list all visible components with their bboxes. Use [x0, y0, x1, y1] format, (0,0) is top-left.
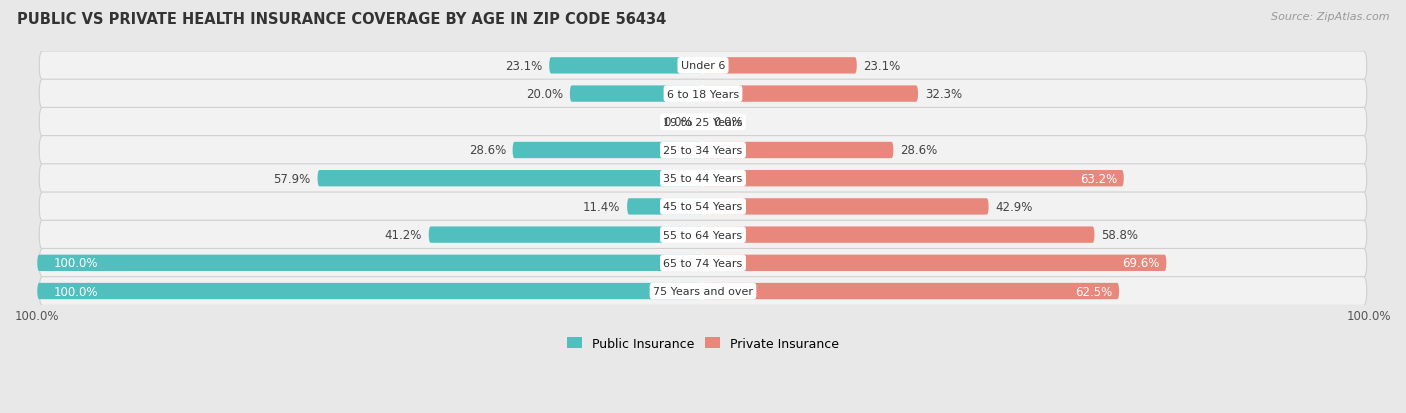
FancyBboxPatch shape: [39, 136, 1367, 165]
Text: 57.9%: 57.9%: [274, 172, 311, 185]
FancyBboxPatch shape: [37, 255, 703, 271]
Text: 35 to 44 Years: 35 to 44 Years: [664, 174, 742, 184]
FancyBboxPatch shape: [703, 283, 1119, 299]
FancyBboxPatch shape: [39, 164, 1367, 193]
Text: 0.0%: 0.0%: [713, 116, 742, 129]
Text: 45 to 54 Years: 45 to 54 Years: [664, 202, 742, 212]
Text: Under 6: Under 6: [681, 61, 725, 71]
Text: 62.5%: 62.5%: [1076, 285, 1112, 298]
Text: 23.1%: 23.1%: [505, 60, 543, 73]
Text: 100.0%: 100.0%: [53, 285, 98, 298]
FancyBboxPatch shape: [703, 142, 893, 159]
FancyBboxPatch shape: [39, 108, 1367, 137]
Text: 25 to 34 Years: 25 to 34 Years: [664, 146, 742, 156]
FancyBboxPatch shape: [39, 52, 1367, 81]
FancyBboxPatch shape: [513, 142, 703, 159]
FancyBboxPatch shape: [429, 227, 703, 243]
Text: 65 to 74 Years: 65 to 74 Years: [664, 258, 742, 268]
Text: PUBLIC VS PRIVATE HEALTH INSURANCE COVERAGE BY AGE IN ZIP CODE 56434: PUBLIC VS PRIVATE HEALTH INSURANCE COVER…: [17, 12, 666, 27]
FancyBboxPatch shape: [703, 171, 1123, 187]
FancyBboxPatch shape: [39, 221, 1367, 249]
Text: 63.2%: 63.2%: [1080, 172, 1118, 185]
FancyBboxPatch shape: [627, 199, 703, 215]
Text: Source: ZipAtlas.com: Source: ZipAtlas.com: [1271, 12, 1389, 22]
FancyBboxPatch shape: [703, 86, 918, 102]
Text: 32.3%: 32.3%: [925, 88, 962, 101]
FancyBboxPatch shape: [318, 171, 703, 187]
Text: 0.0%: 0.0%: [664, 116, 693, 129]
Text: 75 Years and over: 75 Years and over: [652, 286, 754, 296]
FancyBboxPatch shape: [550, 58, 703, 74]
Text: 6 to 18 Years: 6 to 18 Years: [666, 89, 740, 100]
FancyBboxPatch shape: [703, 199, 988, 215]
Text: 19 to 25 Years: 19 to 25 Years: [664, 117, 742, 128]
FancyBboxPatch shape: [39, 80, 1367, 109]
FancyBboxPatch shape: [703, 58, 856, 74]
FancyBboxPatch shape: [37, 283, 703, 299]
FancyBboxPatch shape: [703, 255, 1167, 271]
FancyBboxPatch shape: [39, 277, 1367, 306]
Text: 55 to 64 Years: 55 to 64 Years: [664, 230, 742, 240]
Text: 23.1%: 23.1%: [863, 60, 901, 73]
Text: 69.6%: 69.6%: [1122, 257, 1160, 270]
Text: 100.0%: 100.0%: [53, 257, 98, 270]
Legend: Public Insurance, Private Insurance: Public Insurance, Private Insurance: [562, 332, 844, 355]
Text: 28.6%: 28.6%: [468, 144, 506, 157]
FancyBboxPatch shape: [569, 86, 703, 102]
Text: 28.6%: 28.6%: [900, 144, 938, 157]
Text: 42.9%: 42.9%: [995, 200, 1032, 214]
Text: 20.0%: 20.0%: [526, 88, 564, 101]
Text: 11.4%: 11.4%: [583, 200, 620, 214]
Text: 58.8%: 58.8%: [1101, 228, 1137, 242]
FancyBboxPatch shape: [703, 227, 1094, 243]
Text: 41.2%: 41.2%: [385, 228, 422, 242]
FancyBboxPatch shape: [39, 249, 1367, 278]
FancyBboxPatch shape: [39, 192, 1367, 221]
